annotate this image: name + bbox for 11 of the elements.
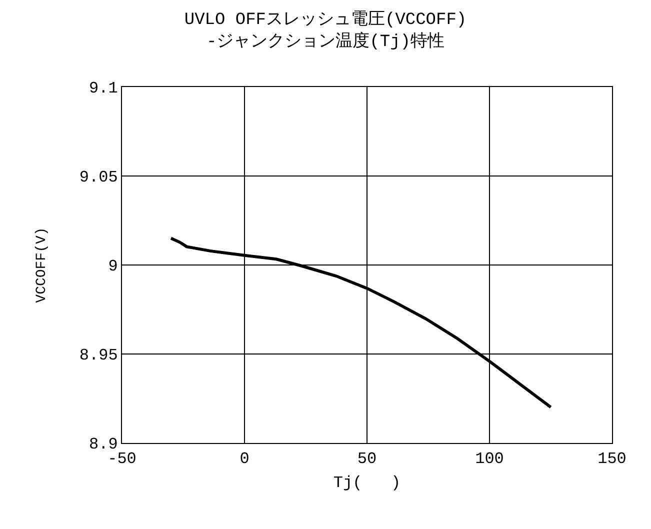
y-tick-label: 9: [108, 258, 118, 276]
x-tick-label: 0: [240, 450, 250, 468]
y-tick-label: 8.95: [79, 346, 118, 365]
x-tick-label: 50: [357, 450, 377, 468]
y-axis-title: VCCOFF(V): [34, 227, 50, 303]
x-tick-label: 150: [598, 450, 626, 468]
y-tick-label: 9.1: [88, 80, 118, 98]
x-tick-label: 100: [475, 450, 504, 468]
x-axis-title: Tj( ): [333, 474, 401, 492]
y-tick-label: 9.05: [79, 168, 118, 187]
chart-title: UVLO OFFスレッシュ電圧(VCCOFF) -ジャンクション温度(Tj)特性: [184, 10, 467, 52]
